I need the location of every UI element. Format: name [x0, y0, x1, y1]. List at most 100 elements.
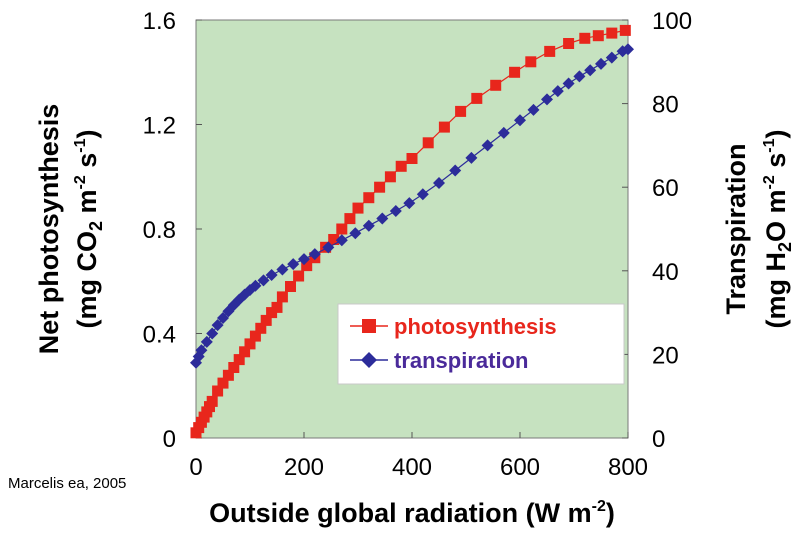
transpiration-point — [276, 263, 289, 276]
transpiration-point — [433, 177, 445, 189]
right-y-tick-labels: 0 20 40 60 80 100 — [652, 8, 692, 453]
transpiration-point — [257, 274, 270, 287]
transpiration-point — [527, 103, 540, 116]
transpiration-point — [389, 205, 402, 217]
photosynthesis-point — [579, 32, 591, 44]
right-y-axis-title: Transpiration — [721, 143, 751, 314]
transpiration-point — [376, 212, 389, 225]
x-tick-label: 800 — [608, 454, 648, 481]
legend-marker-transpiration — [361, 352, 377, 368]
transpiration-point — [622, 43, 634, 56]
left-y-axis-unit: (mg CO2 m-2 s-1) — [72, 129, 106, 328]
source-note: Marcelis ea, 2005 — [8, 475, 126, 492]
legend-box — [337, 303, 625, 385]
photosynthesis-point — [255, 322, 267, 334]
transpiration-point — [349, 227, 362, 240]
transpiration-point — [551, 85, 564, 98]
transpiration-point — [200, 335, 213, 348]
photosynthesis-point — [344, 213, 356, 225]
photosynthesis-point — [271, 301, 283, 313]
transpiration-point — [584, 64, 597, 77]
transpiration-point — [416, 188, 429, 201]
left-y-axis-title: Net photosynthesis — [34, 104, 64, 355]
photosynthesis-point — [336, 223, 348, 235]
photosynthesis-point — [233, 354, 245, 366]
transpiration-point — [403, 197, 416, 210]
left-y-tick-labels: 0 0.4 0.8 1.2 1.6 — [143, 8, 176, 453]
left-y-tick-label: 0.4 — [143, 322, 176, 349]
photosynthesis-point — [285, 281, 296, 292]
legend-label-transpiration: transpiration — [394, 348, 528, 373]
transpiration-point — [195, 344, 208, 357]
transpiration-point — [249, 279, 262, 292]
photosynthesis-point — [422, 137, 434, 149]
transpiration-point — [541, 93, 553, 106]
photosynthesis-point — [239, 346, 251, 358]
photosynthesis-point — [563, 38, 575, 49]
right-y-tick-label: 0 — [652, 426, 665, 453]
transpiration-point — [465, 151, 478, 164]
right-y-tick-label: 100 — [652, 8, 692, 35]
photosynthesis-point — [490, 79, 502, 91]
photosynthesis-point — [293, 270, 305, 282]
photosynthesis-point — [228, 362, 240, 373]
photosynthesis-point — [212, 385, 224, 397]
photosynthesis-point — [525, 56, 537, 68]
x-tick-labels: 0 200 400 600 800 — [189, 454, 648, 481]
photosynthesis-point — [244, 338, 256, 350]
photosynthesis-point — [544, 45, 556, 57]
photosynthesis-point — [592, 30, 604, 42]
transpiration-point — [265, 269, 278, 281]
x-tick-label: 600 — [500, 454, 540, 481]
photosynthesis-point — [206, 395, 218, 407]
right-y-axis-unit: (mg H2O m-2 s-1) — [761, 129, 795, 328]
x-tick-label: 200 — [284, 454, 324, 481]
left-y-tick-label: 1.6 — [143, 8, 176, 35]
photosynthesis-point — [301, 260, 313, 272]
transpiration-point — [449, 164, 462, 177]
photosynthesis-point — [328, 234, 340, 245]
transpiration-point — [481, 139, 494, 152]
left-y-tick-label: 0 — [163, 426, 176, 453]
photosynthesis-point — [455, 105, 467, 117]
transpiration-point — [362, 219, 375, 232]
transpiration-point — [206, 327, 219, 340]
series-layer — [190, 24, 634, 439]
photosynthesis-point — [384, 171, 396, 183]
transpiration-point — [514, 114, 526, 127]
photosynthesis-point — [222, 369, 234, 381]
transpiration-point — [308, 248, 321, 261]
x-tick-label: 0 — [189, 454, 202, 481]
photosynthesis-point — [352, 202, 364, 214]
photosynthesis-point — [217, 377, 229, 389]
transpiration-point — [562, 77, 575, 90]
photosynthesis-point — [619, 24, 631, 36]
transpiration-point — [335, 234, 348, 247]
photosynthesis-point — [249, 330, 261, 342]
x-tick-label: 400 — [392, 454, 432, 481]
right-y-tick-label: 60 — [652, 175, 679, 202]
transpiration-point — [298, 253, 310, 266]
transpiration-point — [287, 258, 300, 271]
photosynthesis-point — [374, 181, 386, 193]
photosynthesis-point — [606, 27, 618, 39]
right-y-tick-label: 80 — [652, 92, 679, 119]
left-y-tick-label: 0.8 — [143, 217, 176, 244]
photosynthesis-point — [260, 314, 272, 326]
photosynthesis-point — [438, 121, 450, 133]
transpiration-point — [497, 126, 510, 139]
photosynthesis-point — [363, 192, 375, 204]
transpiration-point — [211, 319, 224, 332]
transpiration-point — [573, 70, 586, 83]
x-axis-title: Outside global radiation (W m-2) — [209, 498, 615, 528]
photosynthesis-point — [509, 66, 521, 78]
legend-label-photosynthesis: photosynthesis — [394, 314, 557, 339]
right-y-tick-label: 20 — [652, 342, 679, 369]
right-y-tick-label: 40 — [652, 259, 679, 286]
transpiration-point — [217, 312, 229, 324]
photosynthesis-point — [276, 291, 288, 303]
transpiration-point — [595, 57, 607, 70]
photosynthesis-point — [395, 160, 407, 172]
legend-marker-photosynthesis — [362, 319, 376, 333]
